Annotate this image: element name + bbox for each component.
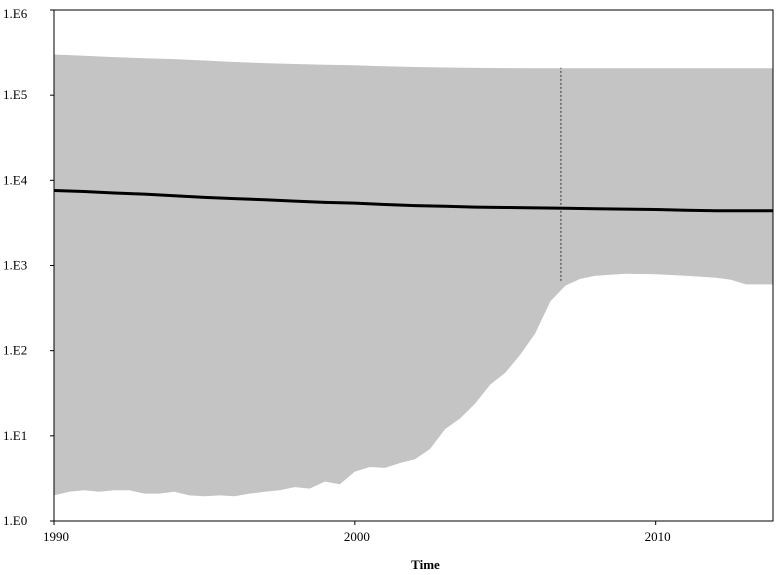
- x-tick-label: 2000: [344, 529, 370, 544]
- y-tick-label: 1.E6: [3, 6, 28, 21]
- x-axis: 1990 2000 2010: [43, 521, 671, 544]
- hpd-band: [54, 54, 773, 497]
- x-axis-title: Time: [411, 557, 440, 572]
- x-tick-label: 2010: [645, 529, 671, 544]
- y-tick-label: 1.E2: [3, 343, 27, 358]
- y-tick-label: 1.E4: [3, 172, 28, 187]
- y-tick-label: 1.E5: [3, 87, 27, 102]
- x-tick-label: 1990: [43, 529, 69, 544]
- y-tick-label: 1.E3: [3, 258, 27, 273]
- y-axis: 1.E0 1.E1 1.E2 1.E3 1.E4 1.E5 1.E6: [3, 6, 54, 528]
- y-tick-label: 1.E0: [3, 513, 27, 528]
- hpd-band-layer: [54, 54, 773, 497]
- y-tick-label: 1.E1: [3, 428, 27, 443]
- median-line: [53, 189, 773, 213]
